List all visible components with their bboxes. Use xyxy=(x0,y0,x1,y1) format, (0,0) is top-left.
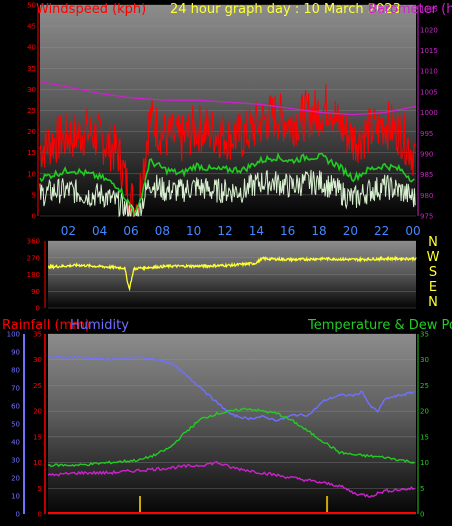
direction-ytick: 270 xyxy=(27,254,40,262)
humidity-ytick: 80 xyxy=(11,367,20,375)
temp-ytick-right: 5 xyxy=(420,485,424,493)
temp-ytick-right: 25 xyxy=(420,382,429,390)
humidity-ytick: 50 xyxy=(11,421,20,429)
humidity-ytick: 30 xyxy=(11,457,20,465)
compass-label-n: N xyxy=(428,235,438,250)
humidity-ytick: 60 xyxy=(11,403,20,411)
wind-ytick-left: 10 xyxy=(27,170,36,178)
humidity-line xyxy=(48,355,415,422)
humidity-ytick: 10 xyxy=(11,493,20,501)
pressure-ytick-right: 1005 xyxy=(420,88,438,96)
direction-ytick: 360 xyxy=(27,238,40,246)
temp-ytick-right: 30 xyxy=(420,356,429,364)
compass-label-e: E xyxy=(429,280,437,295)
wind-ytick-left: 40 xyxy=(27,44,36,52)
rain-ytick: 25 xyxy=(33,382,42,390)
pressure-ytick-right: 1020 xyxy=(420,26,438,34)
wind-ytick-left: 20 xyxy=(27,128,36,136)
rain-bar xyxy=(326,496,329,514)
wind-avg-line xyxy=(39,152,415,216)
pressure-ytick-right: 985 xyxy=(420,171,433,179)
temp-ytick-right: 35 xyxy=(420,331,429,339)
temp-ytick-right: 20 xyxy=(420,408,429,416)
humidity-y-label: Humidity xyxy=(70,318,129,333)
chart-title: 24 hour graph day : 10 March 2023 xyxy=(170,2,401,17)
humidity-ytick: 0 xyxy=(16,511,20,519)
wind-ytick-left: 0 xyxy=(32,213,36,221)
hour-tick-label: 02 xyxy=(61,224,76,238)
hour-tick-label: 16 xyxy=(280,224,295,238)
wind-ytick-left: 45 xyxy=(27,23,36,31)
temp-ytick-right: 0 xyxy=(420,511,424,519)
direction-line xyxy=(47,255,417,292)
wind-speed-line xyxy=(39,169,416,218)
pressure-ytick-right: 1025 xyxy=(420,6,438,14)
hour-tick-label: 00 xyxy=(405,224,420,238)
rain-bar xyxy=(139,496,141,514)
wind-ytick-left: 25 xyxy=(27,107,36,115)
humidity-ytick: 100 xyxy=(7,331,20,339)
pressure-ytick-right: 1010 xyxy=(420,68,438,76)
pressure-ytick-right: 990 xyxy=(420,150,433,158)
rain-ytick: 5 xyxy=(38,485,42,493)
humidity-ytick: 70 xyxy=(11,385,20,393)
wind-gust-line xyxy=(39,83,416,217)
rain-ytick: 15 xyxy=(33,433,42,441)
temp-ytick-right: 15 xyxy=(420,433,429,441)
rain-ytick: 0 xyxy=(38,511,42,519)
temp-y-label: Temperature & Dew Point (°C) xyxy=(307,318,452,333)
rain-ytick: 10 xyxy=(33,459,42,467)
rain-y-label: Rainfall (mm) xyxy=(2,318,90,333)
humidity-ytick: 20 xyxy=(11,475,20,483)
hour-tick-label: 14 xyxy=(249,224,264,238)
pressure-ytick-right: 995 xyxy=(420,130,433,138)
hour-tick-label: 04 xyxy=(92,224,107,238)
wind-ytick-left: 5 xyxy=(32,191,36,199)
pressure-ytick-right: 980 xyxy=(420,192,433,200)
direction-ytick: 180 xyxy=(27,271,40,279)
hour-tick-label: 08 xyxy=(155,224,170,238)
pressure-line xyxy=(39,80,417,116)
compass-label-n: N xyxy=(428,295,438,310)
pressure-ytick-right: 975 xyxy=(420,213,433,221)
rain-ytick: 20 xyxy=(33,408,42,416)
wind-ytick-left: 35 xyxy=(27,65,36,73)
compass-label-s: S xyxy=(429,265,437,280)
temp-plot-area xyxy=(48,334,416,514)
humidity-ytick: 90 xyxy=(11,349,20,357)
direction-ytick: 0 xyxy=(36,305,40,313)
wind-ytick-left: 50 xyxy=(27,2,36,10)
direction-ytick: 90 xyxy=(31,288,40,296)
dewpoint-line xyxy=(47,460,415,498)
hour-tick-label: 12 xyxy=(217,224,232,238)
compass-label-w: W xyxy=(427,250,440,265)
wind-ytick-left: 15 xyxy=(27,149,36,157)
pressure-ytick-right: 1015 xyxy=(420,47,438,55)
hour-tick-label: 10 xyxy=(186,224,201,238)
wind-ytick-left: 30 xyxy=(27,86,36,94)
rain-ytick: 30 xyxy=(33,356,42,364)
temperature-line xyxy=(47,407,415,468)
hour-tick-label: 18 xyxy=(311,224,326,238)
rain-ytick: 35 xyxy=(33,331,42,339)
temp-ytick-right: 10 xyxy=(420,459,429,467)
pressure-y-label: Barometer (hPa) xyxy=(368,2,452,17)
hour-tick-label: 22 xyxy=(374,224,389,238)
hour-tick-label: 20 xyxy=(343,224,358,238)
humidity-ytick: 40 xyxy=(11,439,20,447)
pressure-ytick-right: 1000 xyxy=(420,109,438,117)
hour-tick-label: 06 xyxy=(123,224,138,238)
wind-y-label: Windspeed (kph) xyxy=(36,2,146,17)
